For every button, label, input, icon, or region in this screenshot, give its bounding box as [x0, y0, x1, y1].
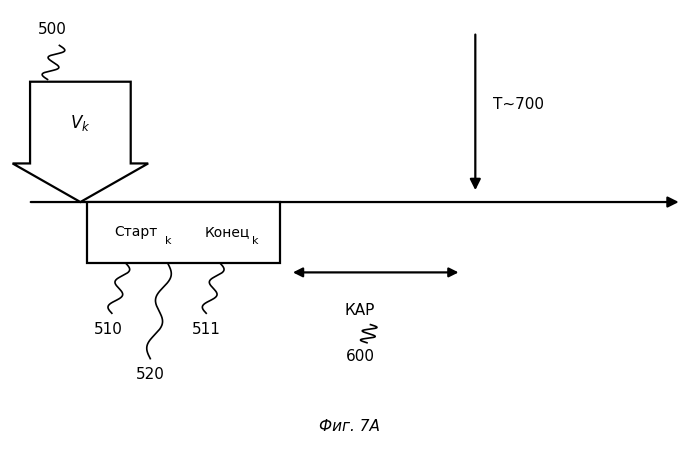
Bar: [87, 202, 280, 263]
Text: 600: 600: [345, 349, 375, 364]
Text: Фиг. 7А: Фиг. 7А: [319, 419, 380, 434]
Text: 511: 511: [192, 321, 221, 337]
Text: 500: 500: [38, 22, 67, 37]
Text: $V_k$: $V_k$: [70, 113, 91, 133]
Text: КАР: КАР: [345, 303, 375, 319]
Text: Старт: Старт: [115, 226, 158, 239]
Text: k: k: [164, 236, 171, 246]
Text: T~700: T~700: [493, 97, 544, 112]
Text: Конец: Конец: [205, 226, 250, 239]
Text: 510: 510: [94, 321, 123, 337]
Text: 520: 520: [136, 367, 165, 382]
Text: k: k: [252, 236, 259, 246]
Polygon shape: [13, 82, 148, 202]
